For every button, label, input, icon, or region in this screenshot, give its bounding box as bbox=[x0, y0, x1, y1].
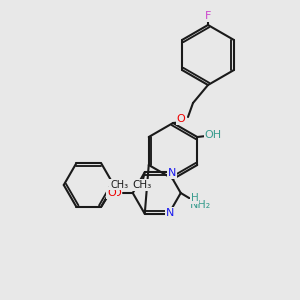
Text: NH₂: NH₂ bbox=[190, 200, 211, 210]
Text: H: H bbox=[191, 193, 199, 203]
Text: N: N bbox=[166, 208, 174, 218]
Text: O: O bbox=[112, 188, 121, 198]
Text: CH₃: CH₃ bbox=[132, 180, 152, 190]
Text: O: O bbox=[177, 114, 185, 124]
Text: O: O bbox=[107, 188, 116, 198]
Text: N: N bbox=[168, 168, 176, 178]
Text: F: F bbox=[205, 11, 211, 21]
Text: CH₃: CH₃ bbox=[110, 180, 128, 190]
Text: OH: OH bbox=[205, 130, 222, 140]
